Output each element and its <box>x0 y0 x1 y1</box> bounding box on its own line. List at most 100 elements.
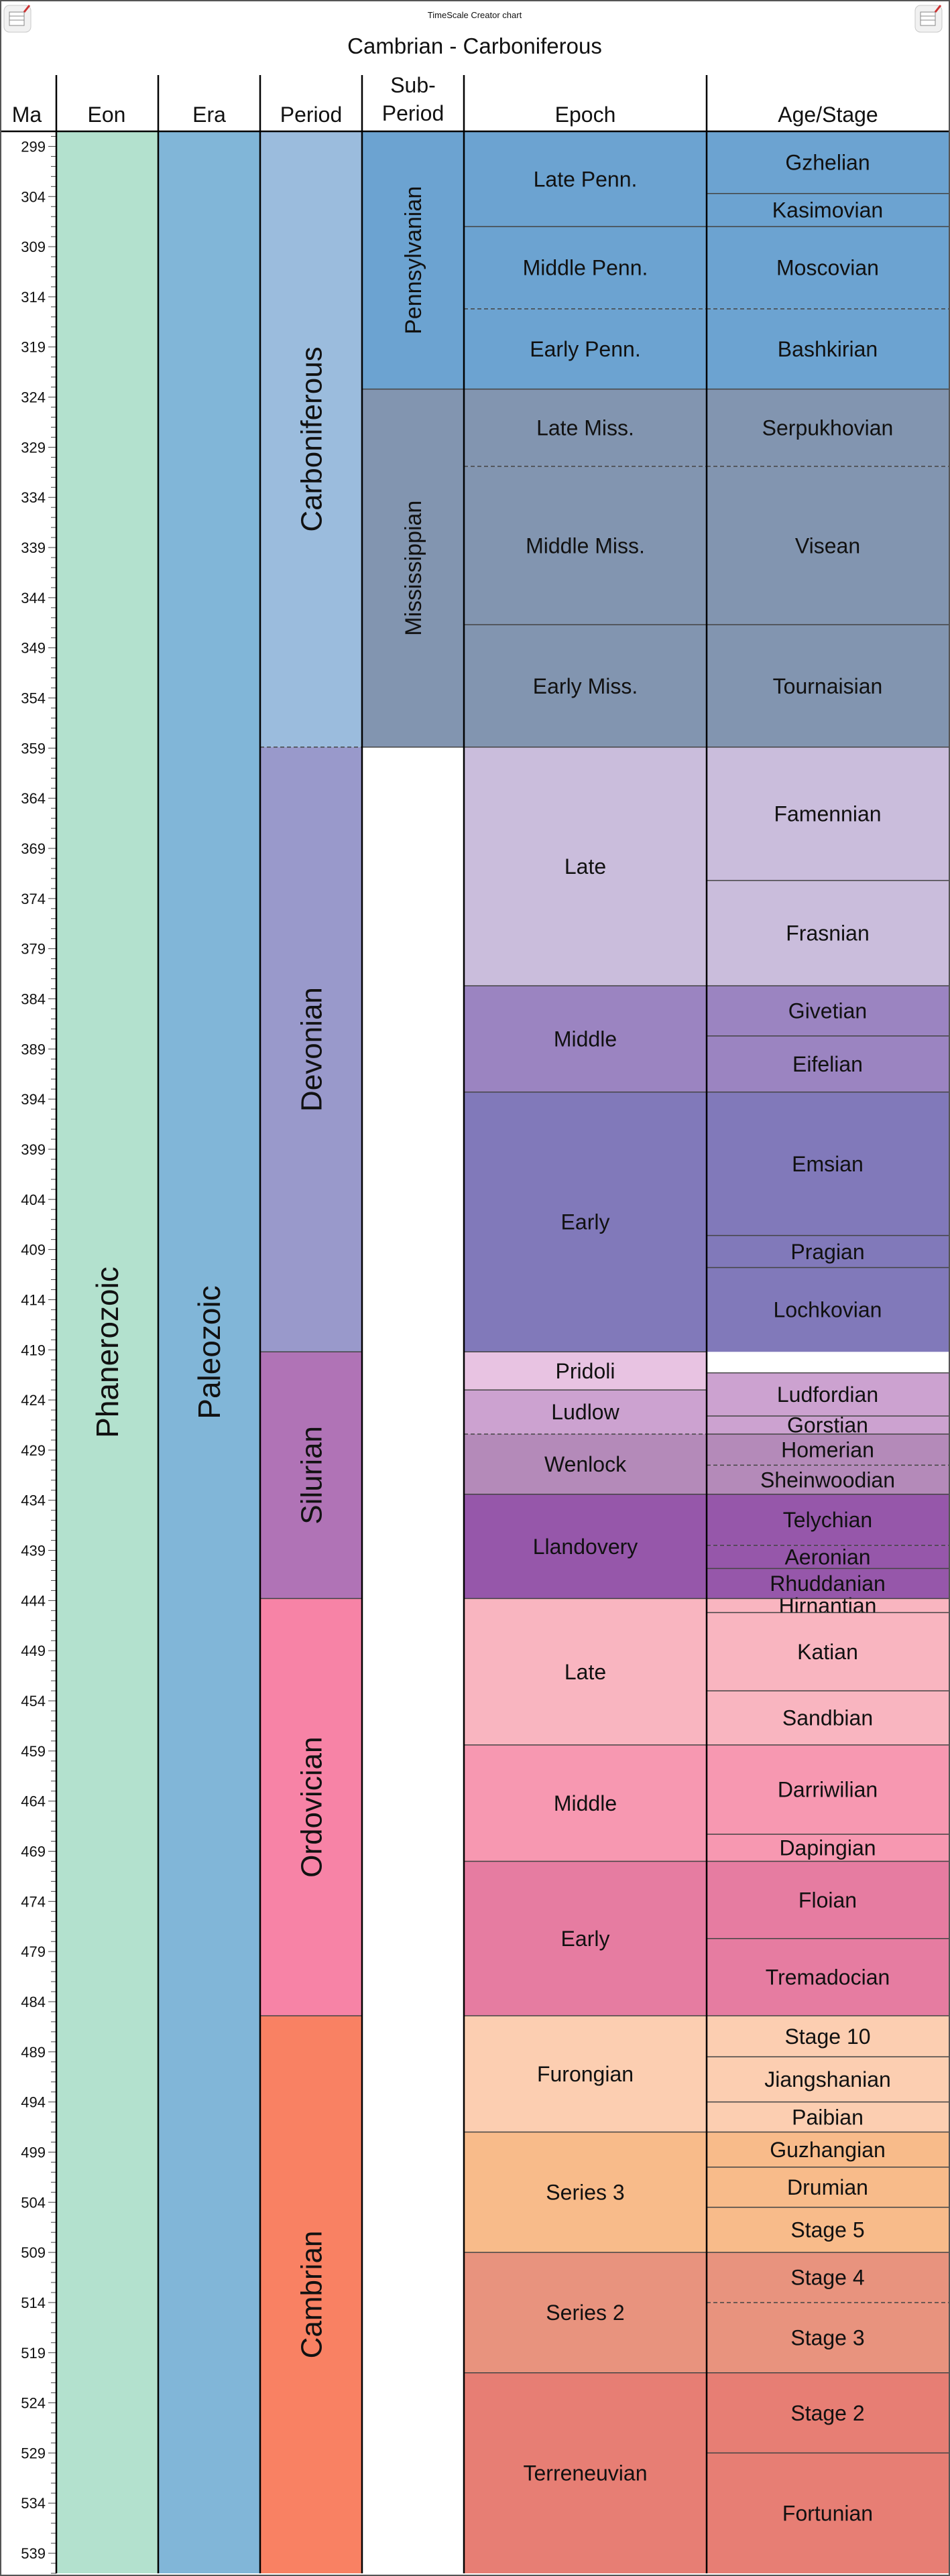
stage-label-floian: Floian <box>798 1888 857 1912</box>
axis-label: 334 <box>21 489 46 506</box>
stage-block-visean <box>707 466 949 625</box>
epoch-block-ludlow <box>464 1390 707 1434</box>
stage-block-givetian <box>707 986 949 1036</box>
era-column: Paleozoic <box>158 131 260 2573</box>
epoch-block-early <box>464 1092 707 1352</box>
stage-block-eifelian <box>707 1035 949 1092</box>
axis-label: 459 <box>21 1743 46 1760</box>
stage-block-famennian <box>707 747 949 881</box>
epoch-label-middle-miss: Middle Miss. <box>526 533 645 558</box>
stage-label-lochkovian: Lochkovian <box>774 1298 882 1322</box>
epoch-label-middle: Middle <box>554 1791 617 1815</box>
stage-label-frasnian: Frasnian <box>786 921 870 946</box>
subperiod-label-mississippian: Mississippian <box>401 501 426 636</box>
epoch-label-middle: Middle <box>554 1027 617 1051</box>
axis-label: 494 <box>21 2094 46 2111</box>
stage-block-stage-3 <box>707 2302 949 2373</box>
stage-block-pragian <box>707 1235 949 1268</box>
stage-block-stage-4 <box>707 2252 949 2303</box>
axis-label: 444 <box>21 1592 46 1609</box>
stage-block-stage-2 <box>707 2372 949 2453</box>
period-label-carboniferous: Carboniferous <box>295 346 328 531</box>
stage-label-darriwilian: Darriwilian <box>778 1778 878 1802</box>
epoch-label-early-miss: Early Miss. <box>533 674 638 698</box>
epoch-block-wenlock <box>464 1433 707 1494</box>
axis-label: 349 <box>21 640 46 657</box>
stage-label-aeronian: Aeronian <box>784 1545 870 1569</box>
stage-label-drumian: Drumian <box>787 2175 868 2199</box>
period-block-cambrian <box>260 2015 362 2573</box>
epoch-block-middle-penn <box>464 227 707 309</box>
epoch-label-furongian: Furongian <box>537 2062 634 2086</box>
axis-label: 329 <box>21 439 46 456</box>
period-label-cambrian: Cambrian <box>295 2231 328 2359</box>
stage-label-paibian: Paibian <box>792 2105 864 2129</box>
axis-label: 369 <box>21 840 46 857</box>
era-label-paleozoic: Paleozoic <box>192 1285 227 1419</box>
period-block-devonian <box>260 747 362 1352</box>
subperiod-block-pennsylvanian <box>362 131 464 389</box>
epoch-block-pridoli <box>464 1352 707 1391</box>
epoch-block-early-penn <box>464 308 707 389</box>
axis-label: 534 <box>21 2495 46 2512</box>
axis-label: 449 <box>21 1643 46 1659</box>
stage-label-stage-4: Stage 4 <box>790 2266 864 2290</box>
axis-label: 339 <box>21 539 46 556</box>
axis-label: 319 <box>21 339 46 356</box>
stage-label-serpukhovian: Serpukhovian <box>762 415 894 440</box>
subperiod-label-pennsylvanian: Pennsylvanian <box>401 186 426 334</box>
axis-label: 364 <box>21 790 46 807</box>
stage-label-jiangshanian: Jiangshanian <box>764 2067 891 2091</box>
stage-label-ludfordian: Ludfordian <box>777 1382 878 1407</box>
stage-label-fortunian: Fortunian <box>782 2501 873 2525</box>
stage-block-bashkirian <box>707 308 949 389</box>
stage-block-lochkovian <box>707 1267 949 1352</box>
stage-label-sheinwoodian: Sheinwoodian <box>760 1468 895 1492</box>
axis-label: 414 <box>21 1291 46 1308</box>
stage-block-sheinwoodian <box>707 1465 949 1494</box>
axis-label: 529 <box>21 2445 46 2461</box>
header-stage: Age/Stage <box>778 103 878 127</box>
stage-label-katian: Katian <box>797 1640 858 1664</box>
axis-label: 499 <box>21 2144 46 2161</box>
epoch-label-ludlow: Ludlow <box>551 1400 619 1424</box>
epoch-block-series-2 <box>464 2252 707 2373</box>
stage-label-homerian: Homerian <box>781 1437 874 1462</box>
epoch-block-llandovery <box>464 1494 707 1599</box>
stage-label-stage-2: Stage 2 <box>790 2401 864 2425</box>
epoch-label-early: Early <box>561 1927 610 1951</box>
epoch-label-series-2: Series 2 <box>546 2301 624 2325</box>
axis-label: 489 <box>21 2044 46 2061</box>
period-label-silurian: Silurian <box>295 1426 328 1525</box>
stage-block-tremadocian <box>707 1938 949 2016</box>
stage-block-hirnantian <box>707 1598 949 1613</box>
chart-credit: TimeScale Creator chart <box>428 10 522 20</box>
stage-label-dapingian: Dapingian <box>779 1836 876 1860</box>
header-subperiod-line2: Period <box>382 101 444 125</box>
stage-label-pragian: Pragian <box>790 1240 864 1264</box>
axis-label: 424 <box>21 1392 46 1409</box>
header-eon: Eon <box>88 103 126 127</box>
period-block-ordovician <box>260 1598 362 2016</box>
subperiod-block-mississippian <box>362 389 464 747</box>
epoch-block-series-3 <box>464 2132 707 2253</box>
axis-label: 389 <box>21 1041 46 1057</box>
eon-block-phanerozoic <box>56 131 158 2573</box>
epoch-block-middle-miss <box>464 466 707 625</box>
period-column: Carboniferous Devonian Silurian Ordovician C… <box>260 131 362 2573</box>
stage-label-kasimovian: Kasimovian <box>772 198 883 222</box>
epoch-label-wenlock: Wenlock <box>544 1452 627 1476</box>
axis-label: 474 <box>21 1893 46 1910</box>
axis-label: 304 <box>21 188 46 205</box>
epoch-label-late: Late <box>565 854 606 879</box>
stage-label-bashkirian: Bashkirian <box>778 337 878 361</box>
axis-label: 479 <box>21 1943 46 1960</box>
epoch-label-llandovery: Llandovery <box>533 1535 638 1559</box>
axis-label: 429 <box>21 1442 46 1459</box>
stage-column: Gzhelian Kasimovian Moscovian Bashkirian Ser… <box>707 131 949 2573</box>
epoch-block-late <box>464 747 707 986</box>
stage-block-guzhangian <box>707 2132 949 2167</box>
stage-block-floian <box>707 1861 949 1939</box>
